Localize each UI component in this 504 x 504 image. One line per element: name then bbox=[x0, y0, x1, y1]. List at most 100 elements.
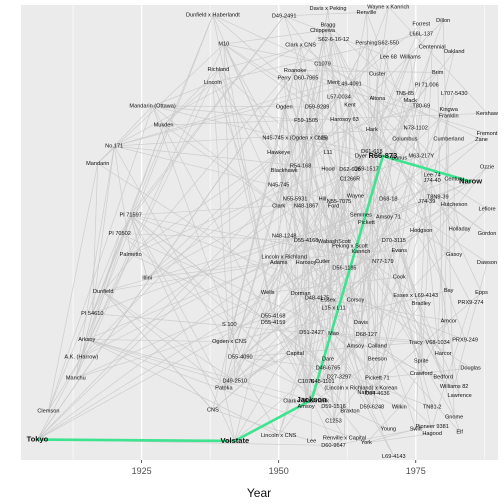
variety-label: Harosoy 63 bbox=[330, 117, 359, 123]
pedigree-edge bbox=[366, 12, 433, 181]
variety-label: D55-4168 bbox=[294, 238, 319, 244]
pedigree-edge bbox=[130, 214, 466, 341]
variety-label: Lincoln bbox=[204, 80, 222, 86]
variety-label: PI 71597 bbox=[119, 213, 141, 219]
pedigree-edge bbox=[218, 69, 296, 139]
pedigree-edge bbox=[146, 152, 279, 279]
pedigree-edge bbox=[305, 168, 329, 263]
pedigree-edge bbox=[333, 437, 345, 446]
highlight-segment bbox=[233, 398, 313, 443]
pedigree-edge bbox=[431, 302, 471, 427]
pedigree-edge bbox=[284, 15, 389, 58]
pedigree-edge bbox=[300, 56, 411, 294]
pedigree-edge bbox=[75, 292, 268, 379]
variety-label: Wabash bbox=[318, 239, 338, 245]
pedigree-edge bbox=[130, 215, 236, 442]
pedigree-edge bbox=[278, 96, 340, 186]
pedigree-edge bbox=[322, 334, 367, 382]
pedigree-edge bbox=[130, 214, 383, 262]
variety-label: D59-9289 bbox=[305, 104, 330, 110]
variety-label: Clark x CNS bbox=[285, 43, 316, 49]
pedigree-edge bbox=[130, 214, 340, 378]
pedigree-edge bbox=[300, 44, 329, 153]
pedigree-edge bbox=[37, 357, 82, 440]
variety-label: J74-40 bbox=[424, 178, 441, 184]
pedigree-edge bbox=[229, 324, 241, 358]
variety-label: Centennial bbox=[419, 44, 446, 50]
pedigree-edge bbox=[212, 14, 389, 430]
pedigree-edge bbox=[81, 151, 373, 358]
pedigree-edge bbox=[119, 233, 230, 325]
pedigree-edge bbox=[114, 127, 416, 147]
variety-label: Amcor bbox=[441, 318, 457, 324]
variety-label: Forrest bbox=[412, 22, 430, 28]
pedigree-edge bbox=[152, 105, 318, 108]
variety-label: Merit bbox=[327, 80, 340, 86]
pedigree-edge bbox=[366, 392, 400, 408]
variety-label: C1253 bbox=[325, 418, 341, 424]
variety-label: Corsoy bbox=[347, 297, 365, 303]
variety-label: D70-3115 bbox=[382, 238, 406, 244]
pedigree-edge bbox=[366, 43, 378, 379]
pedigree-edge bbox=[399, 109, 449, 159]
pedigree-edge bbox=[409, 56, 439, 343]
variety-label: Holladay bbox=[449, 226, 471, 232]
pedigree-edge bbox=[322, 137, 422, 361]
variety-label: Pershing bbox=[355, 41, 377, 47]
pedigree-edge bbox=[333, 333, 378, 379]
pedigree-edge bbox=[305, 120, 356, 197]
pedigree-edge bbox=[223, 262, 280, 389]
pedigree-edge bbox=[349, 105, 378, 360]
pedigree-edge bbox=[75, 145, 115, 379]
variety-label: L15 x L11 bbox=[321, 306, 345, 312]
variety-label: R54-168 bbox=[290, 164, 311, 170]
pedigree-edge bbox=[305, 262, 471, 369]
variety-label: Peking x Scott bbox=[332, 244, 368, 250]
variety-label: Chippewa bbox=[310, 28, 336, 34]
variety-label: Fremont bbox=[477, 131, 498, 137]
pedigree-edge bbox=[37, 256, 285, 440]
variety-label: Epps bbox=[475, 290, 488, 296]
variety-label: Wayne x Kanrich bbox=[367, 4, 409, 10]
highlight-variety-label: Volstate bbox=[221, 436, 250, 445]
pedigree-edge bbox=[223, 43, 488, 210]
variety-label: (Lincoln x Richland) x Korean bbox=[324, 386, 397, 392]
x-axis-title: Year bbox=[247, 486, 271, 500]
pedigree-edge bbox=[283, 256, 323, 382]
variety-label: Williams bbox=[400, 54, 421, 60]
pedigree-edge bbox=[163, 82, 214, 126]
variety-label: T8N9-39 bbox=[427, 194, 449, 200]
variety-label: D49-2491 bbox=[272, 13, 297, 19]
pedigree-edge bbox=[37, 293, 301, 440]
pedigree-edge bbox=[360, 93, 406, 323]
variety-label: N48-1248 bbox=[272, 234, 297, 240]
pedigree-edge bbox=[114, 83, 351, 147]
variety-label: C1070 bbox=[298, 379, 314, 385]
variety-label: Kingwa bbox=[439, 107, 458, 113]
variety-label: L66L-137 bbox=[409, 32, 433, 38]
variety-label: D55-4168 bbox=[261, 314, 286, 320]
pedigree-edge bbox=[223, 30, 323, 45]
variety-label: TN81-2 bbox=[423, 405, 442, 411]
pedigree-edge bbox=[103, 291, 225, 389]
pedigree-edge bbox=[234, 39, 334, 381]
pedigree-edge bbox=[91, 146, 115, 314]
variety-label: Bonus bbox=[391, 155, 407, 161]
pedigree-edge bbox=[102, 77, 285, 292]
pedigree-edge bbox=[295, 70, 334, 83]
variety-label: Brim bbox=[432, 70, 444, 76]
pedigree-edge bbox=[360, 387, 395, 457]
variety-label: Wayne bbox=[347, 194, 364, 200]
variety-label: N48-1867 bbox=[294, 204, 319, 210]
pedigree-edge bbox=[349, 23, 422, 85]
variety-label: Cutler bbox=[315, 259, 330, 265]
variety-label: Swift bbox=[410, 427, 423, 433]
pedigree-edge bbox=[300, 293, 373, 408]
variety-label: Patoka bbox=[215, 386, 233, 392]
variety-label: Amsoy bbox=[347, 344, 364, 350]
variety-label: Davis bbox=[354, 320, 368, 326]
variety-label: PI 54610 bbox=[81, 311, 103, 317]
pedigree-edge bbox=[453, 262, 488, 387]
variety-label: Illini bbox=[142, 275, 152, 281]
